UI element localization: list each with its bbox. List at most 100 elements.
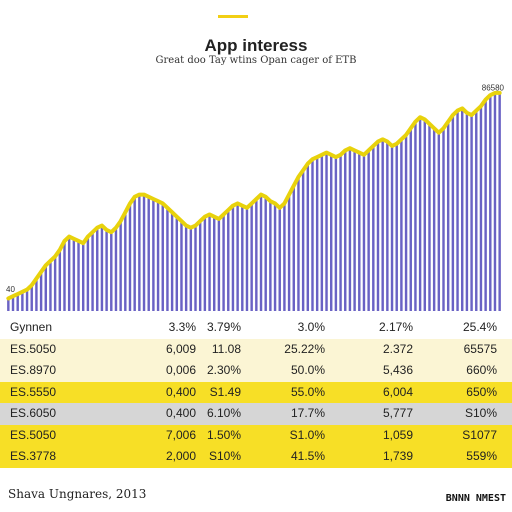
table-row: ES.5550 0,400 S1.49 55.0% 6,004 650% xyxy=(0,381,512,403)
chart-bar xyxy=(372,147,375,311)
chart-bar xyxy=(493,94,497,311)
table-cell: S1.49 xyxy=(209,384,241,399)
chart-bar xyxy=(418,118,422,311)
table-row-label: ES.5550 xyxy=(10,384,57,399)
chart-bar xyxy=(250,204,253,311)
chart-bar xyxy=(81,244,85,311)
chart-bar xyxy=(105,231,108,311)
chart-bar xyxy=(479,107,483,312)
chart-bar xyxy=(152,200,155,311)
chart-bar xyxy=(475,112,478,311)
chart-bar xyxy=(184,227,188,311)
table-row-label: ES.8970 xyxy=(10,363,57,377)
table-cell: 3.0% xyxy=(297,320,325,334)
table-cell: 41.5% xyxy=(290,449,325,463)
table-row: ES.5050 7,006 1.50% S1.0% 1,059 S1077 xyxy=(0,424,512,446)
chart-bar xyxy=(301,171,305,311)
chart-bar xyxy=(203,218,207,311)
chart-bar xyxy=(311,160,314,311)
table-cell: 1.50% xyxy=(206,427,241,442)
chart-bar xyxy=(451,116,455,311)
chart-bar xyxy=(362,156,366,311)
chart-bar xyxy=(11,297,15,311)
chart-bar xyxy=(7,299,10,311)
chart-bar xyxy=(175,218,179,311)
chart-bar xyxy=(110,233,113,311)
chart-bar xyxy=(437,134,441,311)
chart-bar xyxy=(21,293,24,311)
chart-bar xyxy=(25,291,29,311)
table-cell: 7,006 xyxy=(165,427,196,442)
chart-bar xyxy=(395,145,398,311)
chart-bar xyxy=(161,204,164,311)
table-cell: S10% xyxy=(464,406,497,420)
chart-bar xyxy=(198,222,202,311)
chart-bar xyxy=(344,151,347,311)
table-cell: S1.0% xyxy=(289,427,325,442)
chart-bar xyxy=(339,156,342,311)
chart-bar xyxy=(35,280,38,311)
bar-chart: 40 86580 xyxy=(6,83,505,312)
chart-bar xyxy=(367,151,370,311)
data-table: Gynnen 3.3% 3.79% 3.0% 2.17% 25.4% ES.5050 6,00… xyxy=(0,317,512,468)
chart-bar xyxy=(166,209,169,311)
chart-bar xyxy=(400,140,403,311)
chart-bar xyxy=(213,218,216,311)
table-cell: 2.17% xyxy=(378,320,413,334)
table-cell: 5,777 xyxy=(382,406,413,420)
chart-bar xyxy=(432,129,436,311)
table-row-label: ES.6050 xyxy=(10,406,57,420)
chart-bar xyxy=(63,242,66,311)
table-row: ES.6050 0,400 6.10% 17.7% 5,777 S10% xyxy=(0,403,512,425)
chart-bar xyxy=(376,143,380,311)
chart-bar xyxy=(170,213,174,311)
table-cell: 1,739 xyxy=(382,449,413,463)
chart-bar xyxy=(297,178,300,311)
table-row-label: ES.3778 xyxy=(10,449,57,463)
table-cell: 5,436 xyxy=(382,363,413,377)
chart-bar xyxy=(353,151,356,311)
table-cell: 6,004 xyxy=(382,384,413,399)
chart-bar xyxy=(334,158,338,311)
accent-bar xyxy=(218,15,248,18)
table-cell: 650% xyxy=(466,384,497,399)
chart-bar xyxy=(446,123,450,312)
table-cell: 3.79% xyxy=(206,320,241,334)
table-row: ES.8970 0,006 2.30% 50.0% 5,436 660% xyxy=(0,360,512,382)
table-cell: 559% xyxy=(466,449,497,463)
chart-bar xyxy=(147,198,150,311)
chart-bar xyxy=(30,286,33,311)
chart-subtitle: Great doo Tay wtins Opan cager of ETB xyxy=(155,55,357,66)
table-cell: 0,400 xyxy=(165,406,196,420)
table-cell: 2,000 xyxy=(165,449,196,463)
chart-bar xyxy=(329,156,333,311)
annotation-end: 86580 xyxy=(482,83,505,92)
chart-bar xyxy=(470,116,473,311)
table-cell: 65575 xyxy=(463,341,497,356)
chart-bar xyxy=(53,257,57,311)
table-cell: 3.3% xyxy=(168,320,196,334)
table-row-label: Gynnen xyxy=(10,320,53,334)
table-cell: 0,400 xyxy=(165,384,196,399)
table-row: ES.3778 2,000 S10% 41.5% 1,739 559% xyxy=(0,446,512,468)
chart-bar xyxy=(456,112,459,311)
chart-bar xyxy=(348,149,352,311)
chart-bar xyxy=(86,238,90,311)
chart-bar xyxy=(484,101,487,311)
table-cell: 17.7% xyxy=(290,406,325,420)
chart-bar xyxy=(498,94,501,311)
table-cell: 55.0% xyxy=(290,384,325,399)
table-cell: S10% xyxy=(208,449,241,463)
chart-bar xyxy=(465,114,469,311)
chart-bar xyxy=(320,156,324,311)
chart-bar xyxy=(138,196,141,311)
chart-bar xyxy=(119,222,122,311)
table-cell: 25.22% xyxy=(284,341,325,356)
table-cell: S1077 xyxy=(462,427,497,442)
chart-bar xyxy=(404,136,408,311)
table-row-label: ES.5050 xyxy=(10,341,57,356)
chart-bar xyxy=(241,207,244,311)
chart-bar xyxy=(325,154,328,311)
table-cell: 25.4% xyxy=(462,320,497,334)
chart-bar xyxy=(39,273,43,311)
